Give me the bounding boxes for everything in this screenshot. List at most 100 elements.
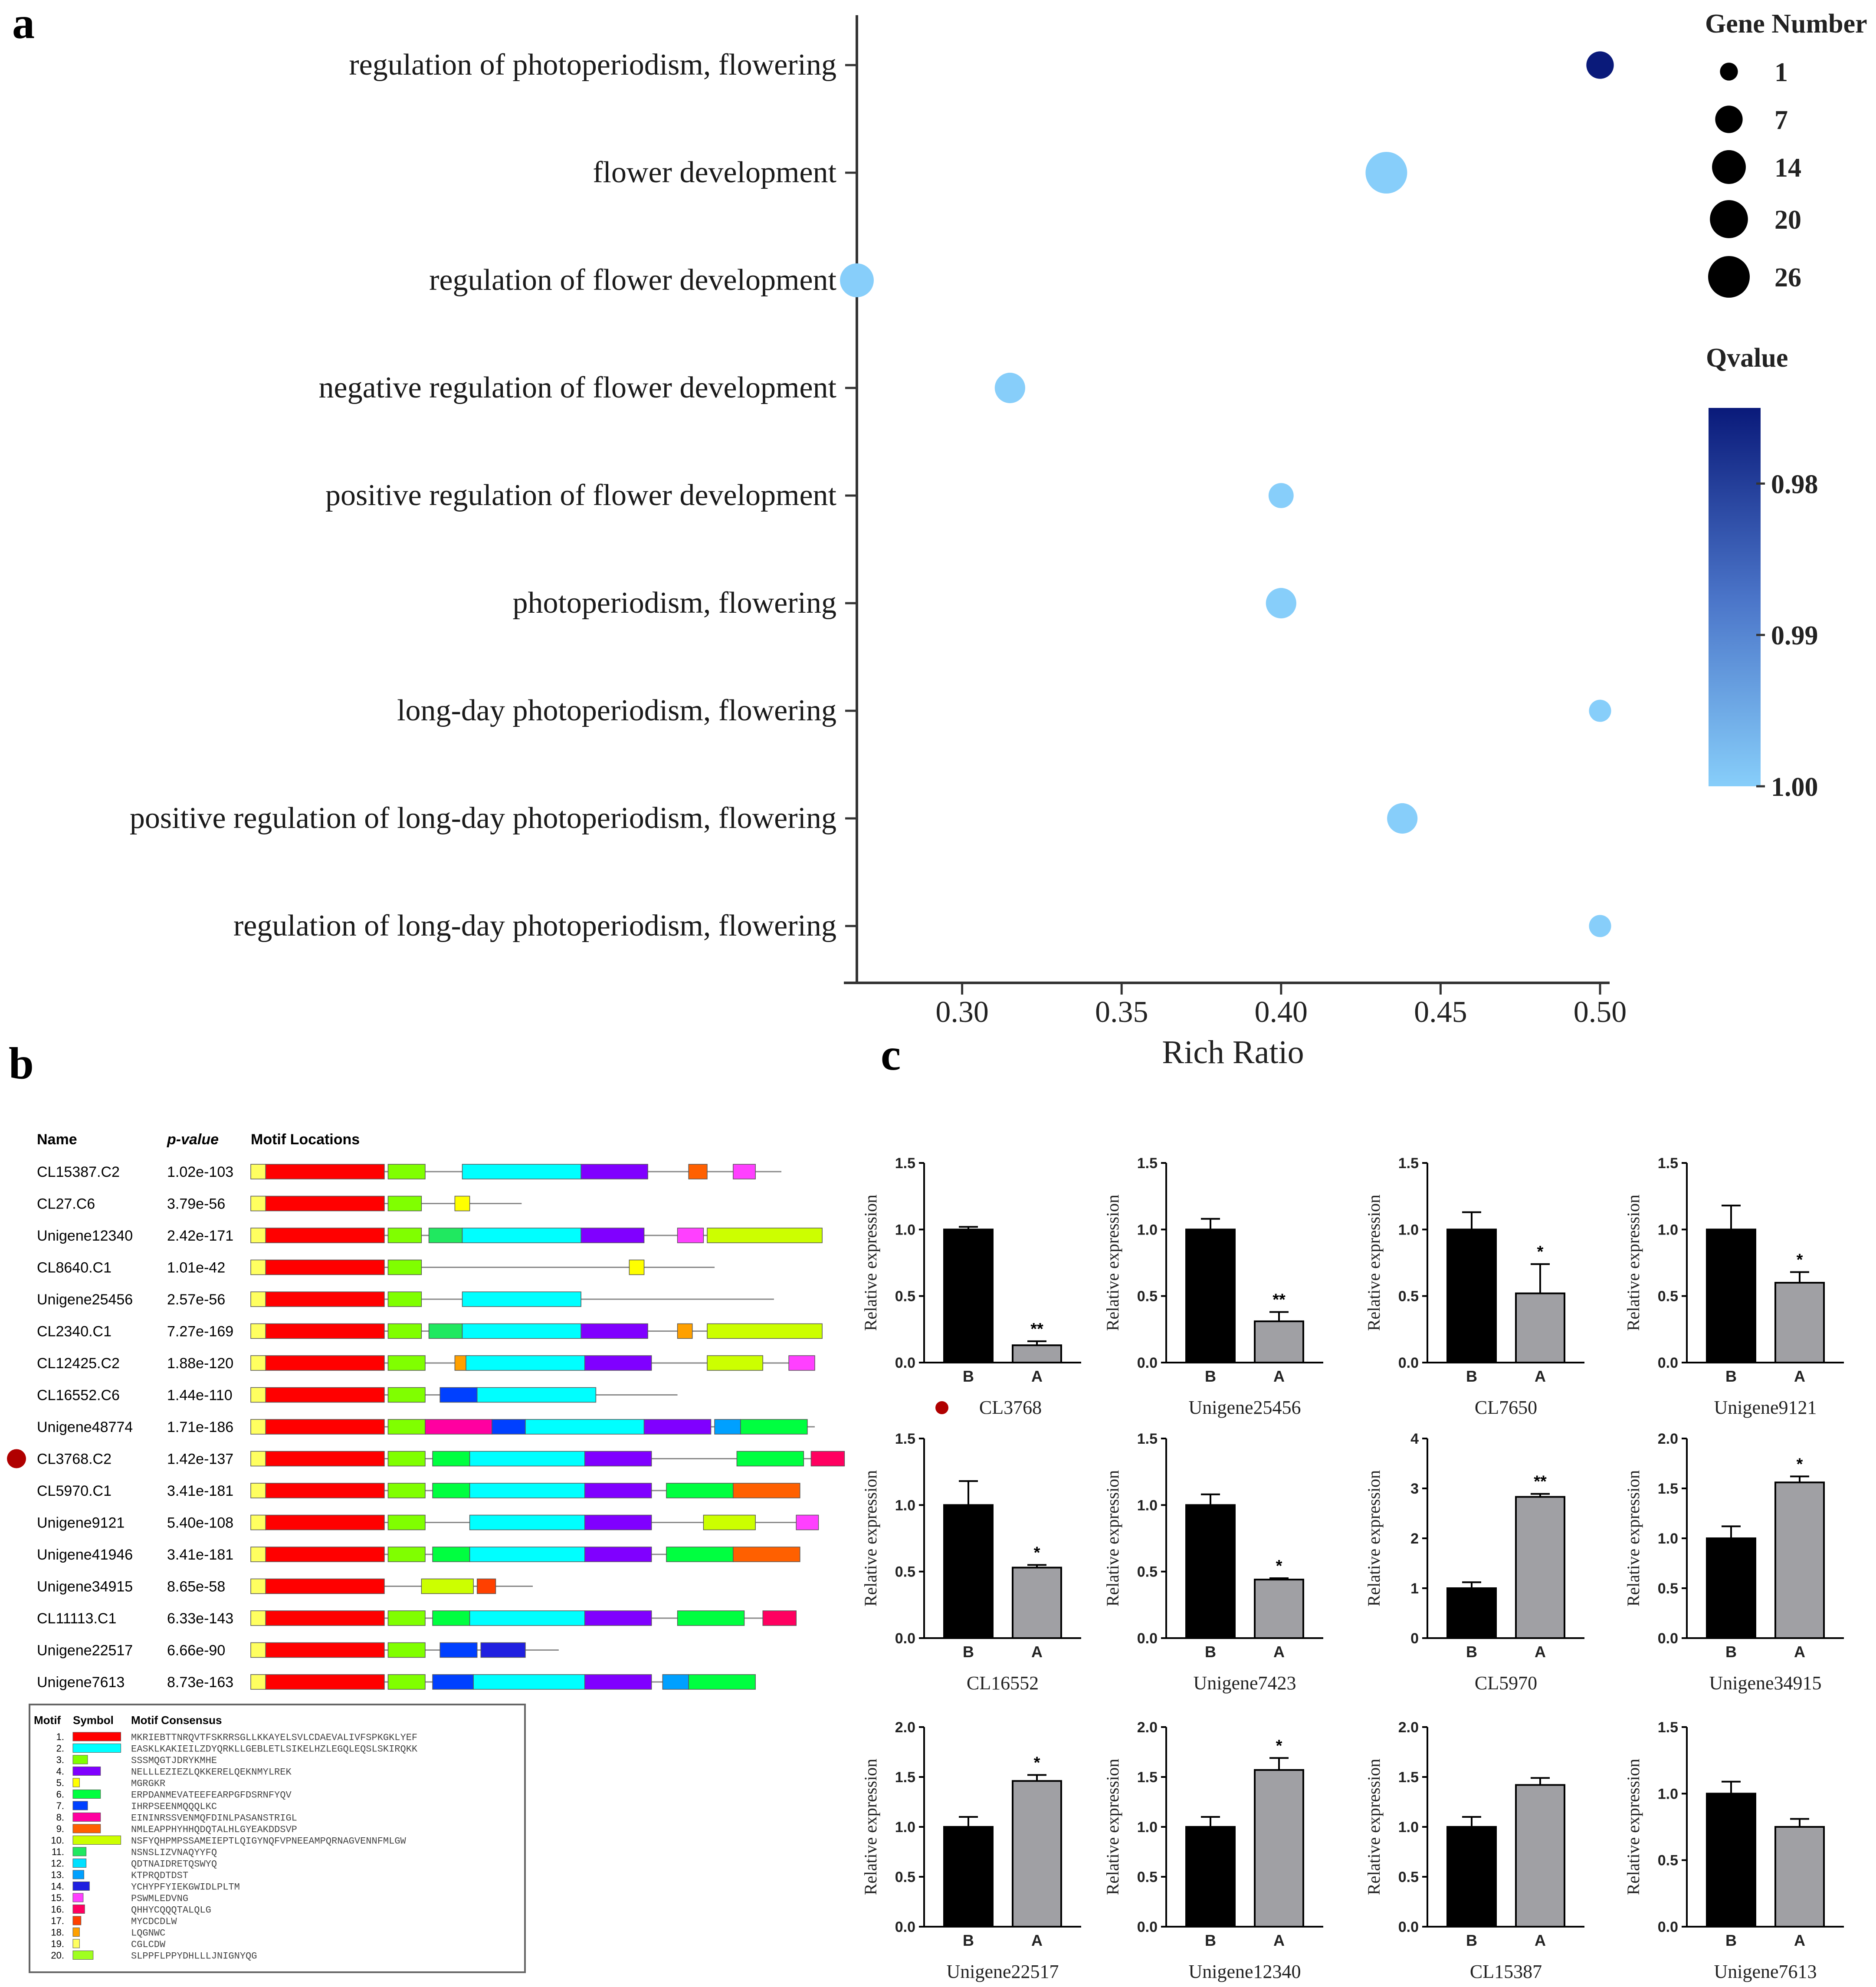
motif-block [432, 1483, 470, 1498]
motif-row: Unigene48774 1.71e-186 [37, 1419, 815, 1435]
header-pvalue: p-value [167, 1131, 219, 1148]
size-legend-dot [1712, 150, 1746, 184]
significance-label: * [1797, 1251, 1803, 1269]
legend-motif-number: 15. [51, 1892, 64, 1903]
size-legend-label: 20 [1774, 205, 1801, 235]
legend-motif-number: 12. [51, 1858, 64, 1869]
motif-block [688, 1674, 756, 1690]
y-tick-label: 0 [1410, 1630, 1419, 1647]
legend-symbol [72, 1928, 80, 1937]
colorbar-tick-label: 1.00 [1771, 772, 1818, 802]
legend-motif-number: 20. [51, 1950, 64, 1961]
legend-symbol [72, 1790, 101, 1799]
legend-motif-number: 7. [56, 1800, 64, 1811]
legend-motif-number: 11. [52, 1846, 64, 1857]
motif-block [387, 1483, 426, 1498]
legend-symbol [72, 1836, 121, 1845]
motif-block [250, 1642, 266, 1658]
motif-legend: Motif Symbol Motif Consensus 1. MKRIEBTTN… [29, 1704, 526, 1973]
header-motif-locations: Motif Locations [251, 1131, 360, 1148]
gene-name: Unigene48774 [37, 1419, 133, 1435]
motif-block [707, 1355, 764, 1371]
bar [943, 1504, 994, 1639]
y-tick-label: 2.0 [1658, 1431, 1678, 1447]
gene-pvalue: 7.27e-169 [167, 1324, 233, 1340]
size-legend-dot [1708, 256, 1750, 298]
motif-row: CL8640.C1 1.01e-42 [37, 1260, 715, 1276]
motif-block [480, 1642, 526, 1658]
motif-row: CL12425.C2 1.88e-120 [37, 1355, 815, 1372]
motif-block [265, 1259, 385, 1275]
x-tick-label: A [1031, 1643, 1043, 1661]
x-axis-label: Rich Ratio [1162, 1034, 1304, 1071]
motif-block [250, 1578, 266, 1594]
gene-label: Unigene34915 [1709, 1672, 1821, 1694]
motif-row: Unigene9121 5.40e-108 [37, 1515, 819, 1531]
size-legend-dot [1715, 105, 1743, 133]
qvalue-colorbar [1709, 408, 1761, 786]
gene-pvalue: 1.01e-42 [167, 1260, 225, 1276]
bar [1774, 1481, 1825, 1639]
motif-block [387, 1195, 422, 1212]
y-tick-label: 0.0 [1398, 1355, 1419, 1371]
bar [1515, 1292, 1565, 1364]
motif-block [525, 1419, 645, 1435]
legend-consensus: ERPDANMEVATEEFEARPGFDSRNFYQV [131, 1790, 292, 1801]
motif-block [454, 1195, 470, 1212]
x-tick-label: A [1031, 1931, 1043, 1949]
y-category-label: regulation of long-day photoperiodism, f… [233, 909, 836, 943]
legend-consensus: EASKLKAKIEILZDYQRKLLGEBLETLSIKELHZLEGQLE… [131, 1744, 418, 1755]
gene-name: Unigene34915 [37, 1579, 133, 1595]
gene-pvalue: 2.42e-171 [167, 1228, 233, 1244]
gene-pvalue: 8.73e-163 [167, 1674, 233, 1691]
y-tick-label: 0.5 [895, 1288, 915, 1305]
legend-consensus: QHHYCQQQTALQLG [131, 1905, 211, 1916]
bubble-point [840, 263, 874, 297]
bar [1774, 1826, 1825, 1928]
y-tick-label: 0.0 [895, 1630, 915, 1647]
legend-symbol [72, 1767, 101, 1776]
bar [1185, 1826, 1236, 1928]
motif-row: Unigene7613 8.73e-163 [37, 1674, 756, 1691]
motif-row: Unigene25456 2.57e-56 [37, 1291, 774, 1308]
motif-block [387, 1547, 426, 1562]
bar-subplot: 0.0 0.5 1.0 1.5 2.0 Relative expression B * A Uni… [861, 1719, 1081, 1982]
y-category-label: long-day photoperiodism, flowering [397, 694, 836, 727]
bar [1706, 1537, 1756, 1639]
y-tick-label: 1.0 [895, 1222, 915, 1238]
bubble-point [1589, 700, 1611, 722]
y-axis-label: Relative expression [1103, 1759, 1122, 1895]
motif-row: Unigene34915 8.65e-58 [37, 1579, 533, 1595]
motif-block [469, 1483, 585, 1498]
y-tick-label: 0.0 [895, 1355, 915, 1371]
legend-motif-number: 5. [56, 1777, 64, 1788]
gene-pvalue: 5.40e-108 [167, 1515, 233, 1531]
motif-block [387, 1419, 426, 1435]
motif-block [387, 1451, 426, 1467]
size-legend-dot [1720, 62, 1738, 81]
motif-block [250, 1195, 266, 1212]
legend-motif-number: 16. [51, 1904, 64, 1915]
y-tick-label: 1.0 [895, 1819, 915, 1836]
legend-motif-number: 1. [56, 1731, 64, 1742]
legend-symbol [72, 1778, 80, 1787]
y-tick-label: 0.5 [1658, 1580, 1678, 1597]
motif-block [265, 1228, 385, 1243]
motif-block [581, 1164, 648, 1179]
motif-block [714, 1419, 741, 1435]
motif-block [733, 1164, 756, 1179]
bar-subplot: 0.0 0.5 1.0 1.5 Relative expression B ** A CL376… [861, 1155, 1081, 1418]
size-legend-label: 1 [1774, 58, 1788, 87]
motif-block [265, 1291, 385, 1307]
motif-block [677, 1228, 704, 1243]
y-tick-label: 1.5 [1137, 1769, 1158, 1786]
x-tick-label: 0.40 [1255, 995, 1308, 1029]
motif-block [677, 1323, 693, 1339]
x-tick-label: B [1205, 1931, 1216, 1949]
bar-subplot: 0.0 0.5 1.0 1.5 Relative expression B * A Unigen… [1623, 1155, 1844, 1418]
y-tick-label: 0.0 [1137, 1630, 1158, 1647]
x-tick-label: B [1466, 1367, 1477, 1385]
y-axis-label: Relative expression [861, 1470, 880, 1606]
legend-consensus: IHRPSEENMQQQLKC [131, 1801, 217, 1812]
bubble-point [1586, 51, 1614, 79]
